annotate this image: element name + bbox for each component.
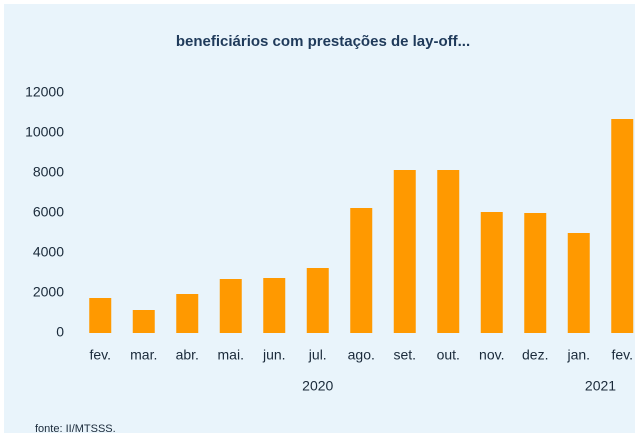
bar bbox=[89, 298, 112, 333]
x-tick-label: jul. bbox=[308, 347, 327, 363]
x-tick-label: fev. bbox=[611, 347, 633, 363]
y-tick-label: 0 bbox=[56, 324, 64, 340]
bar bbox=[350, 208, 373, 333]
x-tick-label: out. bbox=[437, 347, 460, 363]
x-tick-label: abr. bbox=[176, 347, 199, 363]
bar bbox=[219, 279, 242, 333]
x-tick-label: nov. bbox=[479, 347, 504, 363]
y-tick-label: 10000 bbox=[25, 124, 64, 140]
bar bbox=[132, 310, 155, 333]
bar bbox=[524, 213, 547, 333]
x-tick-label: set. bbox=[393, 347, 416, 363]
y-tick-label: 8000 bbox=[33, 164, 64, 180]
x-tick-label: dez. bbox=[522, 347, 548, 363]
bar bbox=[611, 119, 634, 333]
x-tick-label: mai. bbox=[218, 347, 244, 363]
source: fonte: II/MTSSS. bbox=[35, 423, 116, 435]
y-tick-label: 4000 bbox=[33, 244, 64, 260]
bar bbox=[567, 233, 590, 333]
x-tick-label: mar. bbox=[130, 347, 157, 363]
bar bbox=[306, 268, 329, 333]
x-group-label: 2021 bbox=[585, 378, 616, 394]
x-tick-label: jun. bbox=[262, 347, 286, 363]
y-tick-label: 6000 bbox=[33, 204, 64, 220]
bar bbox=[480, 212, 503, 333]
bar bbox=[437, 170, 460, 333]
bar bbox=[263, 278, 286, 333]
x-tick-label: ago. bbox=[348, 347, 375, 363]
y-tick-label: 12000 bbox=[25, 84, 64, 100]
x-tick-label: jan. bbox=[566, 347, 590, 363]
y-tick-label: 2000 bbox=[33, 284, 64, 300]
x-tick-label: fev. bbox=[89, 347, 111, 363]
bar bbox=[393, 170, 416, 333]
x-group-label: 2020 bbox=[302, 378, 333, 394]
bar bbox=[176, 294, 199, 333]
chart-title: beneficiários com prestações de lay-off.… bbox=[176, 33, 470, 50]
